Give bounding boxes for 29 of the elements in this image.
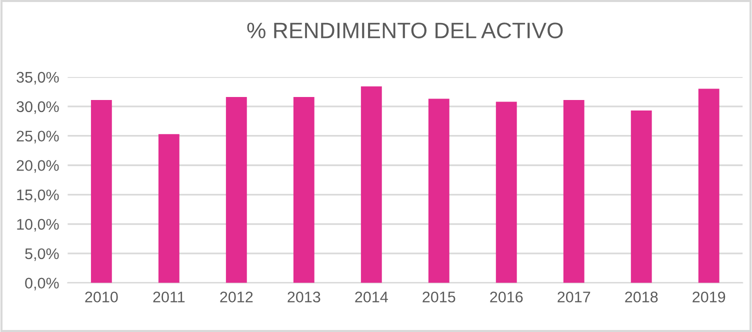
y-tick-label: 0,0%	[25, 278, 59, 290]
y-tick-label: 5,0%	[25, 248, 59, 261]
y-tick-label: 25,0%	[16, 130, 59, 144]
bar	[90, 100, 112, 283]
y-tick-label: 15,0%	[17, 190, 59, 202]
y-tick-label: 10,0%	[17, 218, 59, 232]
x-tick-label: 2019	[692, 292, 726, 302]
x-tick-label: 2018	[625, 292, 658, 302]
bar	[563, 100, 584, 283]
x-tick-label: 2011	[153, 292, 185, 302]
bar	[293, 97, 314, 283]
bar	[158, 134, 180, 283]
bar	[698, 88, 720, 283]
y-tick-label: 20,0%	[16, 160, 59, 173]
chart-title: % RENDIMIENTO DEL ACTIVO	[247, 22, 563, 38]
x-tick-label: 2017	[558, 292, 590, 302]
x-tick-label: 2015	[422, 292, 456, 302]
x-tick-label: 2014	[355, 292, 388, 302]
y-tick-label: 35,0%	[16, 72, 59, 85]
bar	[496, 102, 517, 283]
bar	[226, 97, 247, 283]
x-tick-label: 2013	[288, 292, 320, 302]
bar	[630, 110, 652, 283]
x-tick-label: 2016	[490, 292, 523, 302]
x-tick-label: 2010	[85, 292, 118, 302]
y-tick-label: 30,0%	[16, 101, 59, 114]
x-tick-label: 2012	[220, 292, 253, 302]
bar	[360, 86, 382, 283]
bar	[428, 98, 450, 283]
